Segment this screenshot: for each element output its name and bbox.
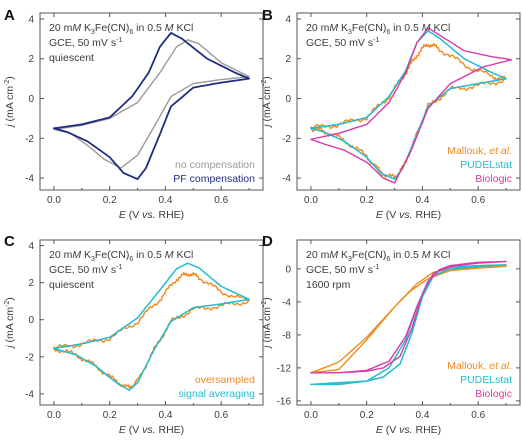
legend-entry: no compensation <box>175 159 255 171</box>
y-tick-label: -4 <box>282 297 291 308</box>
chart-panel-A: A 0.0 0.2 0.4 0.6 -4 -2 0 2 4 E (V vs. RHE) j (mA c… <box>4 7 264 221</box>
plot-frame <box>296 239 521 406</box>
legend-entry: PUDELstat <box>460 374 512 386</box>
x-axis-label: E (V vs. RHE) <box>119 424 184 436</box>
annotation-condition: quiescent <box>49 52 94 64</box>
plot-frame <box>39 12 264 191</box>
x-tick-label: 0.6 <box>471 195 485 206</box>
y-tick-label: -16 <box>277 396 292 407</box>
series-biologic <box>310 260 507 374</box>
series-no-compensation <box>53 39 250 169</box>
y-tick-label: 4 <box>28 241 34 252</box>
x-tick-label: 0.2 <box>360 410 374 421</box>
x-tick-label: 0.6 <box>214 195 228 206</box>
legend-entry: Mallouk, et al. <box>447 145 512 157</box>
annotation-solution: 20 mM K3Fe(CN)6 in 0.5 M KCl <box>306 22 450 36</box>
y-tick-label: -4 <box>25 174 34 185</box>
series-pudelstat <box>310 30 507 180</box>
x-tick-label: 0.4 <box>415 410 429 421</box>
annotation-electrode: GCE, 50 mV s-1 <box>306 264 379 276</box>
x-tick-label: 0.0 <box>47 195 61 206</box>
x-tick-label: 0.0 <box>304 410 318 421</box>
plot-frame <box>296 12 521 191</box>
y-tick-label: -2 <box>25 352 34 363</box>
y-tick-label: 0 <box>285 264 291 275</box>
x-tick-label: 0.2 <box>103 195 117 206</box>
series-mallouk-et-al <box>310 265 507 374</box>
legend-entry: signal averaging <box>179 388 256 400</box>
y-tick-label: 2 <box>28 278 34 289</box>
x-axis-label: E (V vs. RHE) <box>376 424 441 436</box>
y-tick-label: -4 <box>25 389 34 400</box>
series-biologic <box>310 27 513 184</box>
y-tick-label: -2 <box>25 134 34 145</box>
legend-entry: Biologic <box>475 173 512 185</box>
y-tick-label: -12 <box>277 363 292 374</box>
y-tick-label: -4 <box>282 174 291 185</box>
y-tick-label: -8 <box>282 330 291 341</box>
x-tick-label: 0.6 <box>214 410 228 421</box>
y-tick-label: 0 <box>28 94 34 105</box>
x-tick-label: 0.2 <box>103 410 117 421</box>
series-pudelstat <box>310 264 507 386</box>
y-tick-label: 2 <box>28 54 34 65</box>
panel-letter: B <box>262 7 273 24</box>
panel-letter: A <box>4 7 15 24</box>
legend-entry: oversampled <box>195 374 255 386</box>
x-tick-label: 0.0 <box>47 410 61 421</box>
x-tick-label: 0.2 <box>360 195 374 206</box>
y-tick-label: 0 <box>28 315 34 326</box>
annotation-electrode: GCE, 50 mV s-1 <box>49 37 122 49</box>
y-axis-label: j (mA cm-2) <box>261 297 273 350</box>
y-axis-label: j (mA cm-2) <box>261 76 273 129</box>
x-tick-label: 0.4 <box>415 195 429 206</box>
x-tick-label: 0.6 <box>471 410 485 421</box>
annotation-electrode: GCE, 50 mV s-1 <box>306 37 379 49</box>
y-tick-label: -2 <box>282 134 291 145</box>
y-axis-label: j (mA cm-2) <box>4 297 16 350</box>
x-tick-label: 0.0 <box>304 195 318 206</box>
chart-panel-D: D 0.0 0.2 0.4 0.6 -16 -12 -8 -4 0 E (V vs. RHE) j (… <box>261 233 521 436</box>
annotation-electrode: GCE, 50 mV s-1 <box>49 264 122 276</box>
x-tick-label: 0.4 <box>158 410 172 421</box>
panel-letter: C <box>4 233 15 250</box>
y-tick-label: 2 <box>285 54 291 65</box>
y-axis-label: j (mA cm-2) <box>4 76 16 129</box>
y-tick-label: 4 <box>28 14 34 25</box>
y-tick-label: 0 <box>285 94 291 105</box>
annotation-solution: 20 mM K3Fe(CN)6 in 0.5 M KCl <box>49 249 193 263</box>
series-pf-compensation <box>53 32 250 180</box>
annotation-solution: 20 mM K3Fe(CN)6 in 0.5 M KCl <box>49 22 193 36</box>
annotation-solution: 20 mM K3Fe(CN)6 in 0.5 M KCl <box>306 249 450 263</box>
legend-entry: PUDELstat <box>460 159 512 171</box>
chart-panel-C: C 0.0 0.2 0.4 0.6 -4 -2 0 2 4 E (V vs. RHE) j (mA c… <box>4 233 264 436</box>
panel-letter: D <box>262 233 273 250</box>
x-tick-label: 0.4 <box>158 195 172 206</box>
plot-frame <box>39 239 264 406</box>
chart-panel-B: B 0.0 0.2 0.4 0.6 -4 -2 0 2 4 E (V vs. RHE) j (mA c… <box>261 7 521 221</box>
legend-entry: Biologic <box>475 388 512 400</box>
annotation-condition: quiescent <box>49 279 94 291</box>
x-axis-label: E (V vs. RHE) <box>119 209 184 221</box>
series-signal-averaging <box>53 262 250 391</box>
legend-entry: PF compensation <box>173 173 255 185</box>
x-axis-label: E (V vs. RHE) <box>376 209 441 221</box>
y-tick-label: 4 <box>285 14 291 25</box>
legend-entry: Mallouk, et al. <box>447 360 512 372</box>
annotation-condition: 1600 rpm <box>306 279 351 291</box>
